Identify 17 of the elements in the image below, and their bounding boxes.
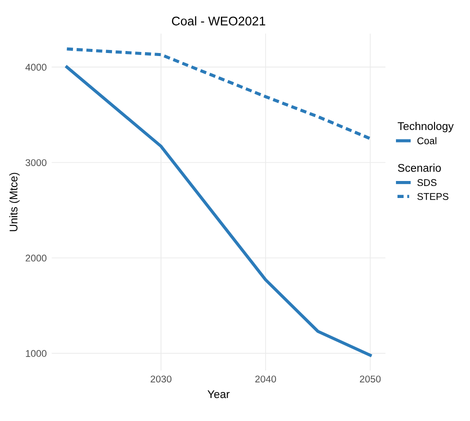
legend-label: STEPS xyxy=(417,193,448,200)
x-axis-title: Year xyxy=(208,390,230,398)
x-tick-label: 2050 xyxy=(360,376,381,382)
x-tick-label: 2040 xyxy=(255,376,276,382)
text: Technology xyxy=(398,122,454,132)
y-axis-title: Units (Mtce) xyxy=(9,172,20,232)
chart-title: Coal - WEO2021 xyxy=(172,16,266,26)
y-tick-label: 1000 xyxy=(26,350,46,357)
y-tick-label: 2000 xyxy=(26,254,46,262)
y-tick-label: 3000 xyxy=(26,159,46,166)
line-series xyxy=(65,47,372,140)
y-tick-label: 4000 xyxy=(25,64,46,71)
x-tick-label: 2030 xyxy=(150,376,172,382)
text: Coal xyxy=(417,137,436,144)
legend-label: SDS xyxy=(417,179,436,186)
legend-title: Scenario xyxy=(398,164,441,172)
line-series xyxy=(65,66,372,357)
